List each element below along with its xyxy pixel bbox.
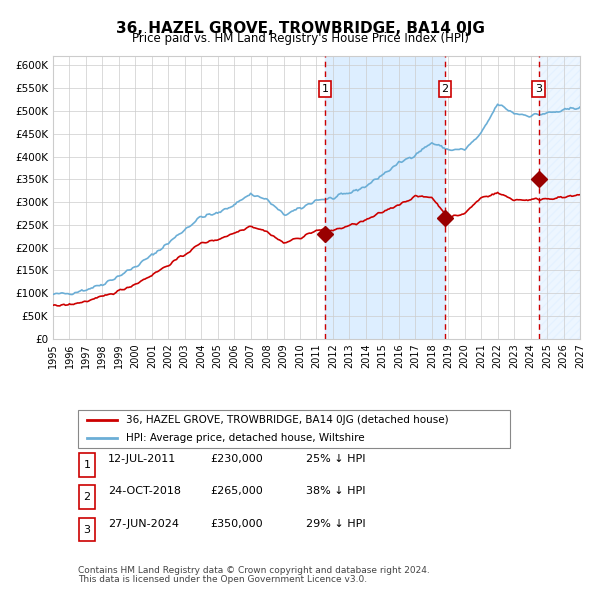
Text: HPI: Average price, detached house, Wiltshire: HPI: Average price, detached house, Wilt… bbox=[125, 433, 364, 443]
Text: £265,000: £265,000 bbox=[210, 486, 263, 496]
FancyBboxPatch shape bbox=[79, 453, 95, 477]
FancyBboxPatch shape bbox=[79, 485, 95, 509]
Text: 12-JUL-2011: 12-JUL-2011 bbox=[108, 454, 176, 464]
Text: 3: 3 bbox=[535, 84, 542, 94]
Bar bbox=[325, 56, 445, 339]
Bar bbox=[539, 56, 580, 339]
Text: 24-OCT-2018: 24-OCT-2018 bbox=[108, 486, 181, 496]
Text: £230,000: £230,000 bbox=[210, 454, 263, 464]
Text: 2: 2 bbox=[83, 492, 91, 502]
Text: 27-JUN-2024: 27-JUN-2024 bbox=[108, 519, 179, 529]
Text: 36, HAZEL GROVE, TROWBRIDGE, BA14 0JG (detached house): 36, HAZEL GROVE, TROWBRIDGE, BA14 0JG (d… bbox=[125, 415, 448, 425]
Text: 1: 1 bbox=[83, 460, 91, 470]
Text: 36, HAZEL GROVE, TROWBRIDGE, BA14 0JG: 36, HAZEL GROVE, TROWBRIDGE, BA14 0JG bbox=[116, 21, 484, 35]
Text: Contains HM Land Registry data © Crown copyright and database right 2024.: Contains HM Land Registry data © Crown c… bbox=[78, 566, 430, 575]
Text: £350,000: £350,000 bbox=[210, 519, 263, 529]
Text: This data is licensed under the Open Government Licence v3.0.: This data is licensed under the Open Gov… bbox=[78, 575, 367, 584]
FancyBboxPatch shape bbox=[79, 517, 95, 542]
FancyBboxPatch shape bbox=[78, 410, 510, 448]
Text: 1: 1 bbox=[322, 84, 329, 94]
Text: 29% ↓ HPI: 29% ↓ HPI bbox=[306, 519, 365, 529]
Text: Price paid vs. HM Land Registry's House Price Index (HPI): Price paid vs. HM Land Registry's House … bbox=[131, 32, 469, 45]
Text: 25% ↓ HPI: 25% ↓ HPI bbox=[306, 454, 365, 464]
Text: 38% ↓ HPI: 38% ↓ HPI bbox=[306, 486, 365, 496]
Text: 3: 3 bbox=[83, 525, 91, 535]
Text: 2: 2 bbox=[442, 84, 449, 94]
